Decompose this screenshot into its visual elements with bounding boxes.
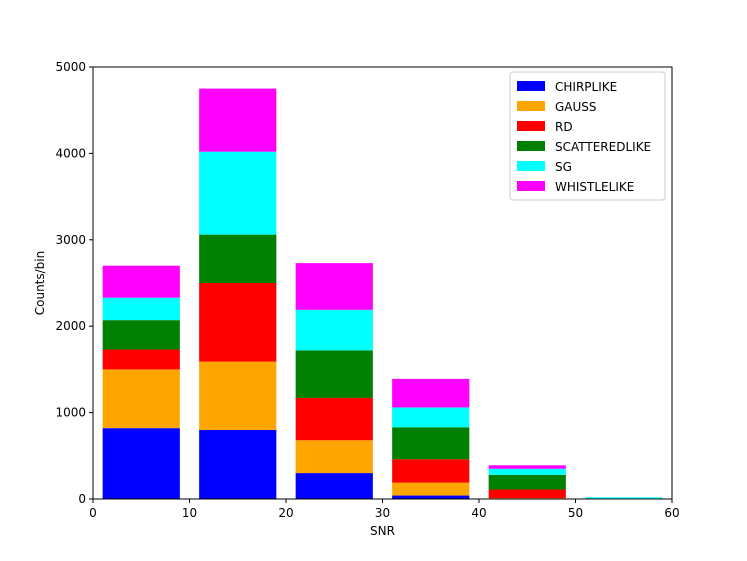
bar-sg-bin-6 [585, 497, 663, 499]
y-tick-label: 0 [78, 492, 86, 506]
x-tick-label: 50 [568, 506, 583, 520]
bar-rd-bin-4 [392, 459, 470, 483]
bar-rd-bin-3 [295, 397, 373, 441]
legend-label-chirplike: CHIRPLIKE [555, 80, 617, 94]
bar-gauss-bin-4 [392, 482, 470, 496]
legend-label-scatteredlike: SCATTEREDLIKE [555, 140, 651, 154]
y-tick-label: 3000 [55, 233, 86, 247]
bar-chirplike-bin-3 [295, 473, 373, 499]
x-tick-label: 40 [471, 506, 486, 520]
bar-whistlelike-bin-4 [392, 378, 470, 408]
legend-box [509, 71, 666, 201]
x-tick-label: 30 [375, 506, 390, 520]
x-tick-label: 20 [278, 506, 293, 520]
bar-whistlelike-bin-3 [295, 263, 373, 310]
bar-whistlelike-bin-5 [488, 465, 566, 469]
x-tick-label: 10 [182, 506, 197, 520]
bar-gauss-bin-2 [199, 361, 277, 430]
y-axis-label: Counts/bin [33, 251, 47, 316]
bar-scatteredlike-bin-2 [199, 234, 277, 283]
legend-swatch-whistlelike [517, 181, 545, 191]
bar-rd-bin-1 [102, 349, 180, 370]
y-tick-label: 1000 [55, 406, 86, 420]
legend-label-rd: RD [555, 120, 573, 134]
bar-chirplike-bin-4 [392, 495, 470, 499]
y-tick-label: 4000 [55, 146, 86, 160]
legend-swatch-sg [517, 161, 545, 171]
x-tick-label: 0 [89, 506, 97, 520]
bar-scatteredlike-bin-3 [295, 350, 373, 398]
y-tick-label: 5000 [55, 60, 86, 74]
legend-label-gauss: GAUSS [555, 100, 597, 114]
bar-scatteredlike-bin-1 [102, 320, 180, 350]
bars-group [102, 88, 663, 499]
bar-sg-bin-5 [488, 468, 566, 475]
bar-sg-bin-1 [102, 297, 180, 321]
bar-sg-bin-3 [295, 309, 373, 351]
bar-rd-bin-5 [488, 489, 566, 499]
bar-whistlelike-bin-1 [102, 265, 180, 298]
y-tick-label: 2000 [55, 319, 86, 333]
bar-sg-bin-2 [199, 151, 277, 235]
legend-label-whistlelike: WHISTLELIKE [555, 180, 634, 194]
legend-swatch-chirplike [517, 81, 545, 91]
legend-label-sg: SG [555, 160, 572, 174]
bar-chirplike-bin-1 [102, 428, 180, 499]
bar-scatteredlike-bin-5 [488, 474, 566, 490]
bar-scatteredlike-bin-4 [392, 427, 470, 460]
bar-gauss-bin-3 [295, 440, 373, 474]
x-tick-label: 60 [664, 506, 679, 520]
bar-gauss-bin-1 [102, 369, 180, 429]
legend-swatch-scatteredlike [517, 141, 545, 151]
y-axis-ticks: 0 1000 2000 3000 4000 5000 [55, 60, 93, 506]
legend-swatch-rd [517, 121, 545, 131]
x-axis-ticks: 0 10 20 30 40 50 60 [89, 499, 680, 520]
bar-sg-bin-4 [392, 407, 470, 428]
bar-whistlelike-bin-2 [199, 88, 277, 152]
x-axis-label: SNR [370, 524, 395, 538]
legend-swatch-gauss [517, 101, 545, 111]
bar-chirplike-bin-2 [199, 429, 277, 499]
legend: CHIRPLIKE GAUSS RD SCATTEREDLIKE SG WHISTLELI… [509, 71, 666, 201]
bar-rd-bin-2 [199, 283, 277, 362]
